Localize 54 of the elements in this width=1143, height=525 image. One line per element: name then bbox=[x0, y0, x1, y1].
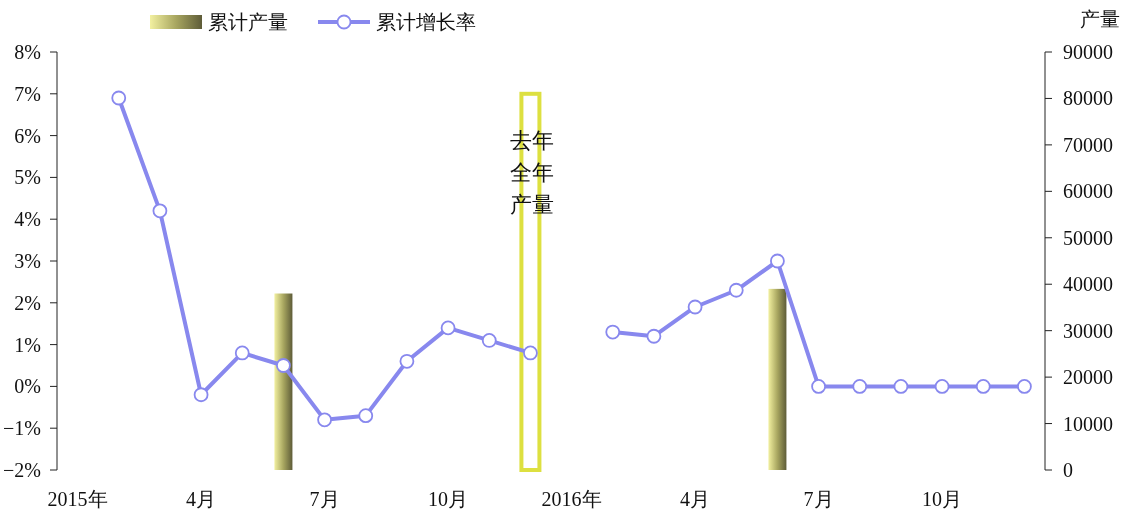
y-tick-label: 6% bbox=[14, 124, 41, 147]
legend-label: 累计增长率 bbox=[376, 11, 476, 33]
y-tick-label: −1% bbox=[3, 417, 41, 440]
point bbox=[934, 379, 950, 394]
point bbox=[646, 328, 662, 344]
y2-axis-title: 产量 bbox=[1080, 8, 1120, 30]
y-tick-label: −2% bbox=[3, 459, 41, 481]
y2-tick-label: 20000 bbox=[1063, 366, 1113, 389]
y2-tick-label: 10000 bbox=[1063, 412, 1113, 435]
y2-tick-label: 0 bbox=[1063, 459, 1073, 481]
point bbox=[893, 379, 909, 394]
y2-tick-label: 40000 bbox=[1063, 273, 1113, 296]
x-tick-label: 2016年 bbox=[541, 488, 602, 510]
point bbox=[111, 90, 127, 106]
y2-tick-label: 50000 bbox=[1063, 226, 1113, 249]
point bbox=[152, 203, 168, 219]
point bbox=[728, 282, 744, 298]
y-tick-label: 3% bbox=[14, 250, 41, 272]
point bbox=[605, 324, 621, 340]
y2-tick-label: 70000 bbox=[1063, 133, 1113, 156]
point bbox=[440, 320, 456, 336]
y-tick-label: 5% bbox=[14, 166, 41, 189]
y2-tick-label: 80000 bbox=[1063, 87, 1113, 110]
y-tick-label: 0% bbox=[14, 375, 41, 398]
x-tick-label: 7月 bbox=[803, 488, 834, 510]
point bbox=[975, 379, 991, 394]
point bbox=[193, 387, 209, 403]
x-tick-label: 10月 bbox=[922, 488, 963, 510]
x-tick-label: 4月 bbox=[186, 488, 217, 510]
y-tick-label: 8% bbox=[14, 41, 41, 63]
point bbox=[687, 299, 703, 315]
point bbox=[481, 333, 497, 348]
x-tick-label: 4月 bbox=[680, 488, 711, 510]
y-tick-label: 2% bbox=[14, 291, 41, 314]
point bbox=[399, 353, 415, 369]
y2-tick-label: 60000 bbox=[1063, 180, 1113, 203]
x-tick-label: 7月 bbox=[309, 488, 340, 510]
point bbox=[1017, 379, 1032, 394]
point bbox=[317, 412, 332, 428]
point bbox=[358, 408, 374, 424]
point bbox=[811, 379, 826, 394]
x-tick-label: 10月 bbox=[428, 488, 469, 510]
point bbox=[234, 345, 250, 361]
y2-tick-label: 30000 bbox=[1063, 319, 1113, 342]
point bbox=[852, 379, 868, 394]
point bbox=[523, 345, 538, 361]
y-tick-label: 1% bbox=[14, 333, 41, 356]
point bbox=[770, 253, 785, 269]
point bbox=[276, 358, 291, 373]
x-tick-label: 2015年 bbox=[47, 488, 108, 510]
y-tick-label: 4% bbox=[14, 208, 41, 231]
legend-label: 累计产量 bbox=[208, 11, 288, 33]
y-tick-label: 7% bbox=[14, 82, 41, 105]
y2-tick-label: 90000 bbox=[1063, 41, 1113, 63]
